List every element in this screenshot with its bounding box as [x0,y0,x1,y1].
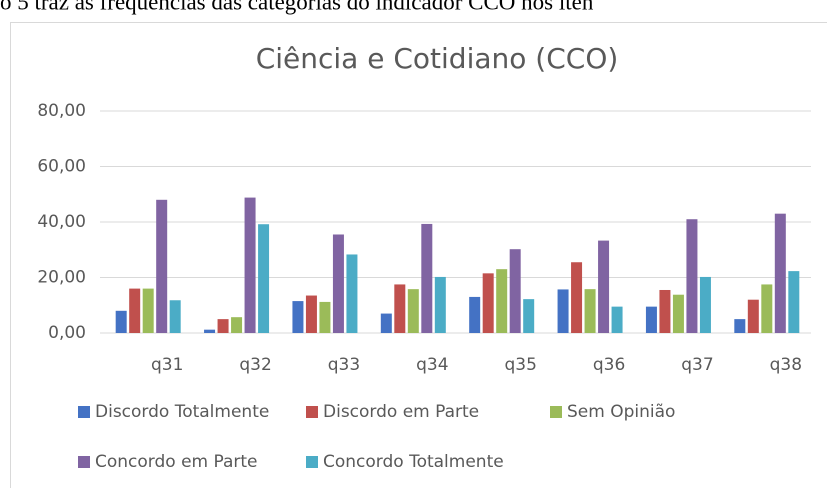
bar [231,317,243,333]
legend-swatch [306,456,318,468]
bar [156,199,168,333]
bar [332,234,344,333]
bar [598,240,610,333]
x-tick-label: q32 [239,355,271,375]
bar [645,306,657,333]
legend-label: Concordo em Parte [95,452,258,472]
y-tick-label: 20,00 [37,268,86,288]
bar [686,219,698,333]
bar [788,271,800,333]
legend-label: Discordo em Parte [323,402,479,422]
bar [258,224,270,333]
bar [482,273,494,333]
bar [611,306,623,333]
bar [734,319,746,333]
bar [244,197,256,333]
bar [509,249,521,333]
x-tick-label: q36 [593,355,625,375]
x-tick-label: q33 [328,355,360,375]
legend-swatch [78,456,90,468]
legend-label: Concordo Totalmente [323,452,504,472]
bar [319,301,331,333]
legend-swatch [550,406,562,418]
legend-swatch [306,406,318,418]
document-text: o 5 traz as frequências das categorias d… [0,0,594,14]
bar [346,254,358,333]
bar [571,262,583,333]
bar [672,294,684,333]
y-tick-label: 40,00 [37,212,86,232]
bar [774,213,786,333]
bar [421,223,433,333]
chart-title: Ciência e Cotidiano (CCO) [256,42,619,75]
bar [292,301,304,333]
bar [217,319,229,333]
bar [761,284,773,333]
bar [469,296,481,333]
bar [115,310,127,333]
bar [496,269,508,333]
x-tick-label: q37 [681,355,713,375]
bar [659,289,671,333]
y-tick-label: 0,00 [48,323,86,343]
legend-label: Sem Opinião [567,402,675,422]
bar [394,284,406,333]
x-tick-label: q38 [770,355,802,375]
bar [305,295,317,333]
bar [434,276,446,333]
bar [129,288,141,333]
bar [380,313,392,333]
bar [142,288,154,333]
x-tick-label: q31 [151,355,183,375]
y-tick-label: 60,00 [37,157,86,177]
bar [699,276,711,333]
x-tick-label: q35 [504,355,536,375]
legend-label: Discordo Totalmente [95,402,269,422]
chart-frame [10,22,827,488]
x-tick-label: q34 [416,355,448,375]
bar [523,299,535,333]
legend-swatch [78,406,90,418]
bar [169,300,181,333]
bar [557,289,569,333]
y-tick-label: 80,00 [37,101,86,121]
bar [204,329,216,333]
bar [407,289,419,333]
bar [584,289,596,333]
bar [747,299,759,333]
